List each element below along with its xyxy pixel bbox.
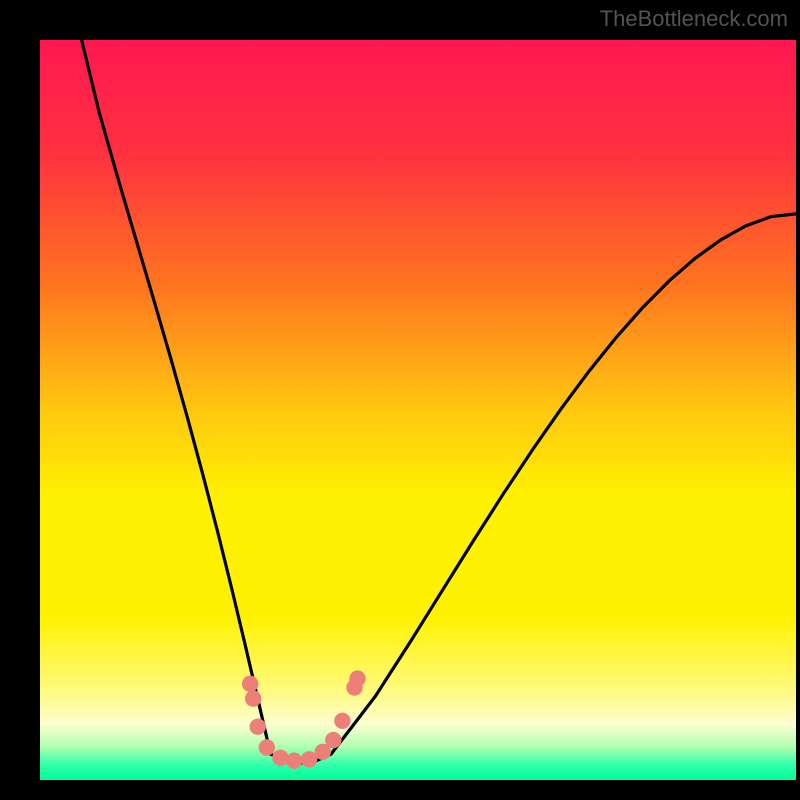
marker-dot — [250, 719, 266, 735]
marker-dot — [349, 670, 365, 686]
marker-dot — [334, 713, 350, 729]
bottleneck-plot — [40, 40, 796, 780]
gradient-background — [40, 40, 796, 780]
watermark-text: TheBottleneck.com — [600, 6, 788, 32]
marker-dot — [286, 753, 302, 769]
marker-dot — [259, 739, 275, 755]
marker-dot — [272, 750, 288, 766]
chart-frame: TheBottleneck.com — [0, 0, 800, 800]
marker-dot — [325, 732, 341, 748]
marker-dot — [245, 690, 261, 706]
marker-dot — [242, 676, 258, 692]
